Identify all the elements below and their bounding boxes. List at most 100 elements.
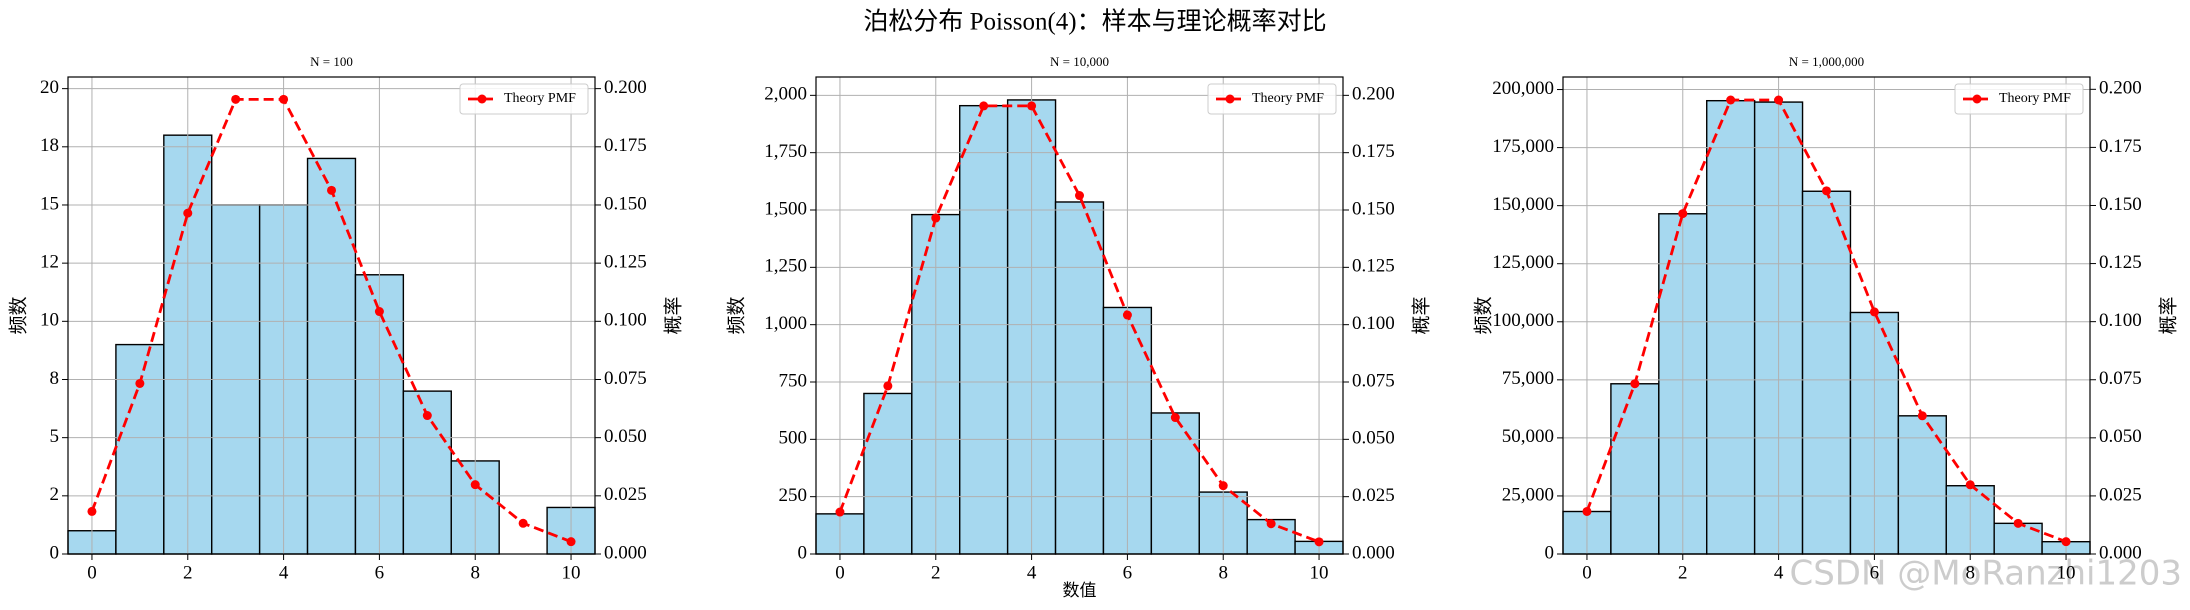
pmf-marker (327, 185, 336, 195)
y-tick-label: 20 (40, 77, 59, 98)
x-tick-label: 10 (1310, 562, 1329, 583)
y2-tick-label: 0.175 (2099, 136, 2142, 157)
y-tick-label: 18 (40, 135, 59, 156)
x-tick-label: 6 (1870, 562, 1880, 583)
x-tick-label: 8 (470, 562, 480, 583)
legend-label: Theory PMF (1999, 91, 2071, 106)
y2-tick-label: 0.075 (604, 368, 647, 389)
y-tick-label: 150,000 (1492, 194, 1554, 215)
y-tick-label: 0 (798, 542, 808, 563)
x-tick-label: 6 (1123, 562, 1133, 583)
y-tick-label: 5 (50, 426, 60, 447)
pmf-marker (231, 94, 241, 104)
legend-box (1207, 83, 1337, 115)
pmf-marker (1965, 480, 1975, 490)
pmf-marker (1218, 481, 1228, 491)
pmf-marker (1869, 307, 1879, 317)
y-tick-label: 250 (779, 485, 808, 506)
pmf-marker (183, 208, 193, 218)
x-tick-label: 2 (183, 562, 193, 583)
pmf-marker (374, 307, 384, 317)
y-tick-label: 175,000 (1492, 136, 1554, 157)
y-tick-label: 500 (779, 428, 808, 449)
x-tick-label: 10 (2057, 562, 2076, 583)
x-tick-label: 0 (87, 562, 97, 583)
axes-frame (67, 76, 596, 555)
axes-frame (1562, 76, 2091, 555)
y2-tick-label: 0.050 (2099, 426, 2142, 447)
pmf-marker (1917, 411, 1927, 421)
pmf-marker (1170, 413, 1180, 423)
pmf-marker (566, 537, 576, 547)
y2-tick-label: 0.150 (604, 193, 647, 214)
x-axis-label: 数值 (1063, 581, 1097, 600)
y-tick-label: 1,750 (764, 141, 807, 162)
subplot-title: N = 1,000,000 (1789, 54, 1864, 69)
y-tick-label: 12 (40, 252, 59, 273)
pmf-marker (87, 506, 97, 516)
x-tick-label: 8 (1965, 562, 1975, 583)
y-tick-label: 2 (50, 484, 60, 505)
pmf-marker (1122, 310, 1132, 320)
pmf-marker (883, 381, 893, 391)
pmf-marker (1678, 209, 1688, 219)
y-tick-label: 1,250 (764, 256, 807, 277)
pmf-marker (979, 101, 989, 111)
bar (1897, 415, 1947, 555)
pmf-marker (279, 94, 289, 104)
pmf-marker (1630, 379, 1640, 389)
y-tick-label: 50,000 (1502, 426, 1554, 447)
y2-tick-label: 0.000 (1352, 542, 1395, 563)
pmf-marker (135, 378, 145, 388)
y-tick-label: 75,000 (1502, 368, 1554, 389)
watermark: CSDN @MoRanzhi1203 (1789, 554, 2182, 594)
y-tick-label: 15 (40, 193, 59, 214)
legend-marker (1972, 94, 1982, 104)
legend-marker (477, 94, 487, 104)
y2-tick-label: 0.025 (604, 484, 647, 505)
bar (863, 392, 913, 555)
pmf-marker (1774, 95, 1784, 105)
y-axis-label: 频数 (7, 296, 29, 334)
y2-tick-label: 0.150 (2099, 194, 2142, 215)
subplot-title: N = 10,000 (1050, 54, 1109, 69)
y2-axis-label: 概率 (662, 296, 684, 334)
y2-tick-label: 0.200 (1352, 84, 1395, 105)
pmf-marker (1726, 95, 1736, 105)
pmf-marker (1822, 186, 1831, 196)
y2-tick-label: 0.050 (1352, 428, 1395, 449)
bar (1150, 412, 1200, 555)
y2-tick-label: 0.100 (2099, 310, 2142, 331)
y2-tick-label: 0.125 (604, 252, 647, 273)
subplot-title: N = 100 (310, 54, 353, 69)
bar (1610, 383, 1660, 555)
y-tick-label: 25,000 (1502, 484, 1554, 505)
y2-tick-label: 0.200 (2099, 78, 2142, 99)
x-tick-label: 4 (1774, 562, 1784, 583)
x-tick-label: 2 (931, 562, 941, 583)
x-tick-label: 2 (1678, 562, 1688, 583)
y2-tick-label: 0.175 (604, 135, 647, 156)
y2-tick-label: 0.100 (604, 310, 647, 331)
y2-tick-label: 0.175 (1352, 141, 1395, 162)
bar (1054, 201, 1105, 555)
pmf-marker (1027, 101, 1037, 111)
y-tick-label: 1,000 (764, 313, 807, 334)
y2-tick-label: 0.100 (1352, 313, 1395, 334)
y2-tick-label: 0.000 (604, 542, 647, 563)
legend-label: Theory PMF (504, 91, 576, 106)
bar (115, 343, 165, 555)
pmf-marker (835, 507, 845, 517)
y-axis-label: 频数 (725, 296, 747, 334)
pmf-marker (1075, 191, 1084, 201)
y2-tick-label: 0.025 (2099, 484, 2142, 505)
pmf-marker (2013, 518, 2023, 528)
y-tick-label: 10 (40, 310, 59, 331)
y2-axis-label: 概率 (1410, 296, 1432, 334)
legend-marker (1225, 94, 1235, 104)
bar (1706, 99, 1756, 555)
pmf-marker (931, 213, 941, 223)
y2-tick-label: 0.200 (604, 77, 647, 98)
y2-tick-label: 0.025 (1352, 485, 1395, 506)
